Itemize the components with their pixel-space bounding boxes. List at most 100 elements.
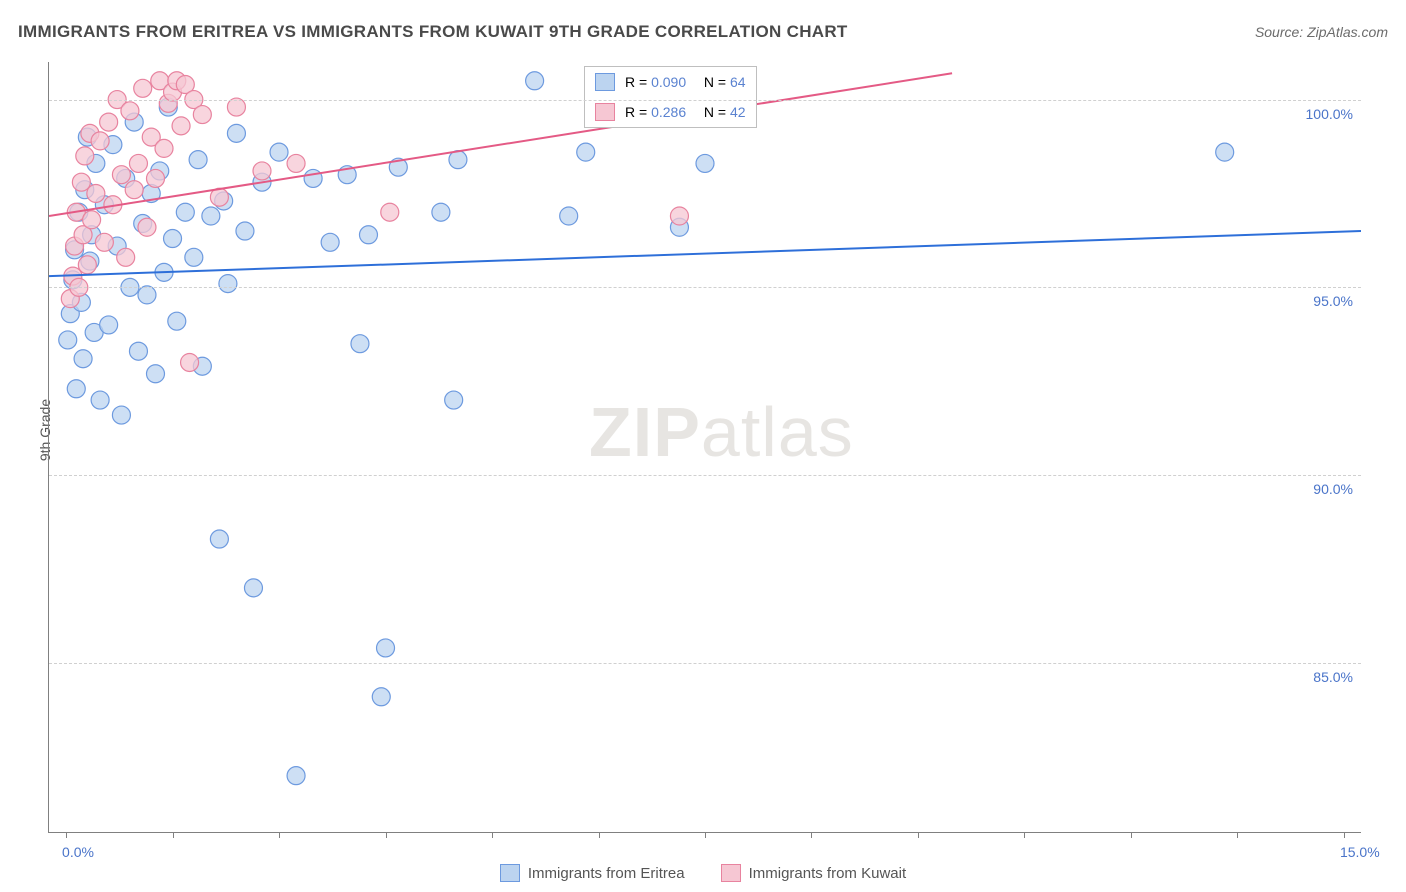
x-tick xyxy=(811,832,812,838)
data-point-kuwait xyxy=(172,117,190,135)
x-tick xyxy=(492,832,493,838)
data-point-eritrea xyxy=(210,530,228,548)
x-tick-label: 15.0% xyxy=(1340,844,1380,860)
data-point-eritrea xyxy=(377,639,395,657)
data-point-eritrea xyxy=(287,767,305,785)
data-point-eritrea xyxy=(91,391,109,409)
data-point-eritrea xyxy=(168,312,186,330)
data-point-kuwait xyxy=(670,207,688,225)
data-point-eritrea xyxy=(526,72,544,90)
y-tick-label: 90.0% xyxy=(1313,481,1353,497)
data-point-kuwait xyxy=(381,203,399,221)
data-point-kuwait xyxy=(253,162,271,180)
data-point-eritrea xyxy=(244,579,262,597)
stats-legend: R = 0.090 N = 64 R = 0.286 N = 42 xyxy=(584,66,757,128)
data-point-eritrea xyxy=(100,316,118,334)
stats-row-eritrea: R = 0.090 N = 64 xyxy=(585,67,756,97)
data-point-kuwait xyxy=(121,102,139,120)
y-gridline xyxy=(49,663,1361,664)
data-point-eritrea xyxy=(270,143,288,161)
data-point-kuwait xyxy=(155,139,173,157)
x-tick xyxy=(705,832,706,838)
chart-svg xyxy=(49,62,1361,832)
y-tick-label: 85.0% xyxy=(1313,669,1353,685)
data-point-kuwait xyxy=(95,233,113,251)
data-point-eritrea xyxy=(74,350,92,368)
data-point-eritrea xyxy=(696,154,714,172)
data-point-kuwait xyxy=(87,184,105,202)
data-point-eritrea xyxy=(112,406,130,424)
regression-line-kuwait xyxy=(49,73,952,216)
x-tick xyxy=(1131,832,1132,838)
data-point-eritrea xyxy=(1216,143,1234,161)
data-point-eritrea xyxy=(176,203,194,221)
legend-item-eritrea: Immigrants from Eritrea xyxy=(500,864,685,882)
data-point-kuwait xyxy=(76,147,94,165)
legend-swatch-kuwait xyxy=(595,103,615,121)
x-tick xyxy=(1024,832,1025,838)
y-tick-label: 95.0% xyxy=(1313,293,1353,309)
data-point-kuwait xyxy=(287,154,305,172)
data-point-kuwait xyxy=(138,218,156,236)
legend-swatch-eritrea xyxy=(595,73,615,91)
data-point-eritrea xyxy=(432,203,450,221)
data-point-kuwait xyxy=(134,79,152,97)
data-point-kuwait xyxy=(227,98,245,116)
x-tick xyxy=(66,832,67,838)
data-point-eritrea xyxy=(227,124,245,142)
data-point-eritrea xyxy=(129,342,147,360)
data-point-kuwait xyxy=(129,154,147,172)
data-point-eritrea xyxy=(67,380,85,398)
legend-swatch-kuwait xyxy=(721,864,741,882)
stats-row-kuwait: R = 0.286 N = 42 xyxy=(585,97,756,127)
chart-title: IMMIGRANTS FROM ERITREA VS IMMIGRANTS FR… xyxy=(18,22,848,42)
data-point-kuwait xyxy=(193,106,211,124)
y-gridline xyxy=(49,287,1361,288)
y-gridline xyxy=(49,475,1361,476)
stats-text: R = 0.090 N = 64 xyxy=(625,74,746,90)
x-tick xyxy=(599,832,600,838)
data-point-kuwait xyxy=(91,132,109,150)
plot-area: ZIPatlas R = 0.090 N = 64R = 0.286 N = 4… xyxy=(48,62,1361,833)
data-point-eritrea xyxy=(321,233,339,251)
data-point-eritrea xyxy=(445,391,463,409)
data-point-kuwait xyxy=(146,169,164,187)
x-tick-label: 0.0% xyxy=(62,844,94,860)
data-point-kuwait xyxy=(181,353,199,371)
data-point-eritrea xyxy=(372,688,390,706)
data-point-eritrea xyxy=(577,143,595,161)
legend-label: Immigrants from Kuwait xyxy=(749,865,907,882)
stats-text: R = 0.286 N = 42 xyxy=(625,104,746,120)
data-point-eritrea xyxy=(138,286,156,304)
data-point-eritrea xyxy=(359,226,377,244)
data-point-kuwait xyxy=(83,211,101,229)
data-point-kuwait xyxy=(112,166,130,184)
legend-label: Immigrants from Eritrea xyxy=(528,865,685,882)
data-point-eritrea xyxy=(351,335,369,353)
data-point-kuwait xyxy=(125,181,143,199)
data-point-eritrea xyxy=(304,169,322,187)
legend-swatch-eritrea xyxy=(500,864,520,882)
source-attribution: Source: ZipAtlas.com xyxy=(1255,24,1388,40)
data-point-kuwait xyxy=(78,256,96,274)
data-point-kuwait xyxy=(117,248,135,266)
x-tick xyxy=(918,832,919,838)
legend-item-kuwait: Immigrants from Kuwait xyxy=(721,864,907,882)
data-point-eritrea xyxy=(185,248,203,266)
data-point-eritrea xyxy=(189,151,207,169)
data-point-eritrea xyxy=(560,207,578,225)
x-tick xyxy=(1344,832,1345,838)
bottom-legend: Immigrants from Eritrea Immigrants from K… xyxy=(0,864,1406,886)
x-tick xyxy=(1237,832,1238,838)
data-point-eritrea xyxy=(202,207,220,225)
y-tick-label: 100.0% xyxy=(1306,106,1353,122)
data-point-eritrea xyxy=(164,230,182,248)
data-point-kuwait xyxy=(100,113,118,131)
x-tick xyxy=(386,832,387,838)
x-tick xyxy=(173,832,174,838)
data-point-eritrea xyxy=(236,222,254,240)
y-gridline xyxy=(49,100,1361,101)
data-point-eritrea xyxy=(146,365,164,383)
data-point-eritrea xyxy=(219,275,237,293)
data-point-eritrea xyxy=(59,331,77,349)
